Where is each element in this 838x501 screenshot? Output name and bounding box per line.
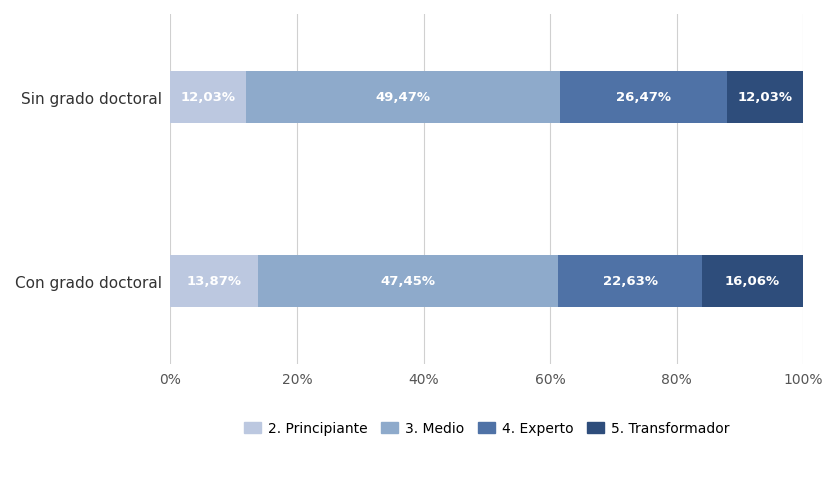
Bar: [727, 72, 804, 123]
Bar: [170, 72, 246, 123]
Text: 16,06%: 16,06%: [725, 275, 780, 288]
Text: 13,87%: 13,87%: [187, 275, 241, 288]
Legend: 2. Principiante, 3. Medio, 4. Experto, 5. Transformador: 2. Principiante, 3. Medio, 4. Experto, 5…: [239, 416, 735, 441]
Text: 12,03%: 12,03%: [737, 91, 793, 104]
Text: 22,63%: 22,63%: [603, 275, 658, 288]
Bar: [558, 256, 701, 307]
Text: 12,03%: 12,03%: [181, 91, 236, 104]
Bar: [170, 256, 258, 307]
Bar: [258, 256, 558, 307]
Bar: [560, 72, 727, 123]
Bar: [246, 72, 560, 123]
Bar: [701, 256, 804, 307]
Text: 49,47%: 49,47%: [375, 91, 431, 104]
Text: 47,45%: 47,45%: [380, 275, 436, 288]
Text: 26,47%: 26,47%: [616, 91, 671, 104]
